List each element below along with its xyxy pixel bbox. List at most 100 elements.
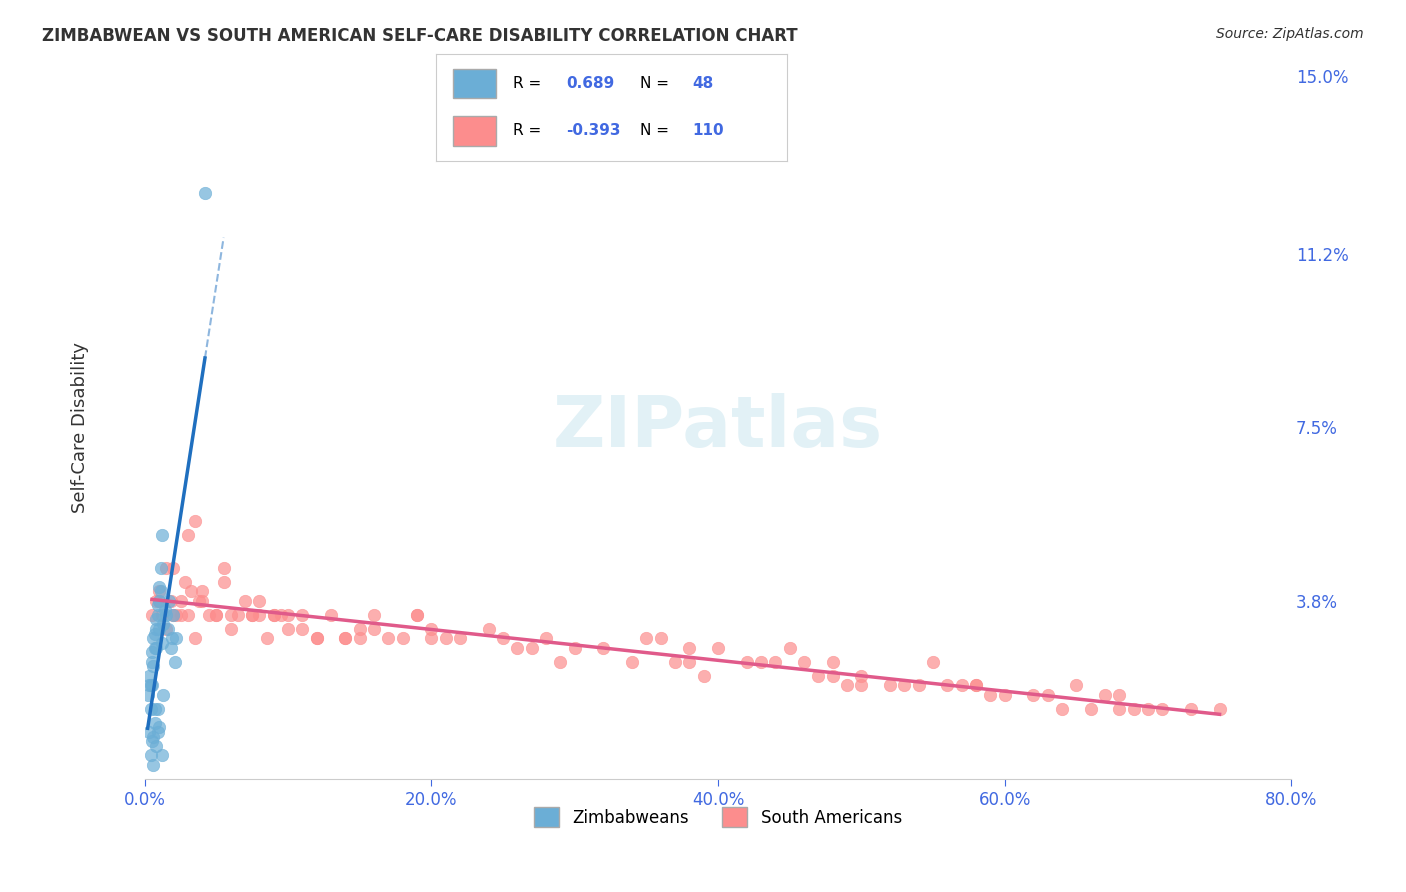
Point — [165, 607, 187, 622]
Point — [636, 632, 658, 646]
Point — [249, 593, 271, 607]
Legend: Zimbabweans, South Americans: Zimbabweans, South Americans — [527, 800, 908, 834]
Point — [335, 632, 357, 646]
Point — [793, 655, 815, 669]
Point — [893, 678, 915, 692]
Point — [270, 607, 292, 622]
Point — [391, 632, 413, 646]
Point — [153, 603, 176, 617]
Point — [141, 734, 163, 748]
Point — [150, 636, 173, 650]
Point — [152, 688, 174, 702]
Point — [936, 678, 959, 692]
Point — [277, 622, 299, 636]
Point — [143, 715, 166, 730]
Point — [506, 640, 529, 655]
Point — [249, 607, 271, 622]
Point — [1094, 688, 1116, 702]
Point — [1050, 701, 1073, 715]
Point — [150, 748, 173, 763]
Point — [420, 632, 443, 646]
Point — [148, 584, 170, 599]
Point — [1080, 701, 1102, 715]
Point — [169, 593, 191, 607]
Point — [184, 514, 207, 528]
Point — [146, 607, 169, 622]
Point — [159, 640, 181, 655]
Point — [1152, 701, 1174, 715]
Text: R =: R = — [513, 123, 547, 138]
Point — [449, 632, 471, 646]
Point — [821, 669, 844, 683]
Point — [143, 701, 166, 715]
Point — [226, 607, 249, 622]
Point — [492, 632, 515, 646]
FancyBboxPatch shape — [453, 116, 496, 145]
Point — [349, 622, 371, 636]
Point — [851, 678, 873, 692]
Point — [180, 584, 202, 599]
Point — [592, 640, 614, 655]
Point — [162, 607, 184, 622]
Point — [1208, 701, 1230, 715]
Point — [138, 669, 160, 683]
Point — [138, 678, 160, 692]
Point — [922, 655, 945, 669]
Point — [184, 632, 207, 646]
Point — [1122, 701, 1144, 715]
Point — [994, 688, 1017, 702]
Point — [150, 607, 173, 622]
Point — [146, 599, 169, 613]
Point — [141, 645, 163, 659]
Point — [406, 607, 429, 622]
Point — [152, 617, 174, 632]
Point — [478, 622, 501, 636]
Point — [305, 632, 328, 646]
Point — [707, 640, 730, 655]
Point — [965, 678, 987, 692]
Point — [143, 626, 166, 640]
Point — [735, 655, 758, 669]
Point — [141, 607, 163, 622]
Point — [564, 640, 586, 655]
Point — [156, 622, 179, 636]
FancyBboxPatch shape — [453, 69, 496, 98]
Point — [155, 622, 177, 636]
Point — [146, 725, 169, 739]
Point — [879, 678, 901, 692]
Text: R =: R = — [513, 76, 547, 91]
Point — [139, 678, 162, 692]
Text: ZIPatlas: ZIPatlas — [553, 392, 883, 462]
Point — [678, 640, 700, 655]
Point — [420, 622, 443, 636]
Text: -0.393: -0.393 — [567, 123, 620, 138]
Point — [979, 688, 1001, 702]
Point — [1136, 701, 1159, 715]
Point — [233, 593, 256, 607]
Point — [143, 640, 166, 655]
Point — [149, 584, 172, 599]
Point — [145, 739, 167, 753]
Point — [149, 561, 172, 575]
Point — [692, 669, 714, 683]
Point — [305, 632, 328, 646]
Point — [277, 607, 299, 622]
Point — [965, 678, 987, 692]
Point — [198, 607, 221, 622]
Point — [779, 640, 801, 655]
Point — [212, 574, 235, 589]
Point — [219, 607, 242, 622]
Point — [155, 561, 177, 575]
Point — [807, 669, 830, 683]
Point — [363, 622, 385, 636]
Point — [191, 593, 214, 607]
Point — [256, 632, 278, 646]
Point — [145, 622, 167, 636]
Point — [148, 622, 170, 636]
Point — [335, 632, 357, 646]
Point — [191, 584, 214, 599]
Text: 0.689: 0.689 — [567, 76, 614, 91]
Point — [907, 678, 929, 692]
Point — [142, 632, 165, 646]
Point — [377, 632, 399, 646]
